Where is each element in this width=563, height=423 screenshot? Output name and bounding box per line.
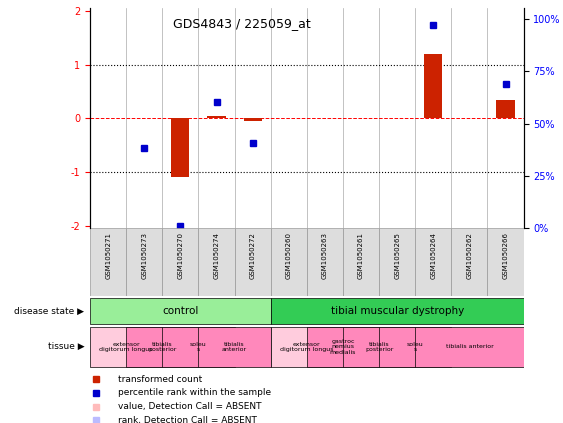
Text: gastroc
nemius
medialis: gastroc nemius medialis xyxy=(330,339,356,355)
Text: soleu
s: soleu s xyxy=(407,342,423,352)
Text: GDS4843 / 225059_at: GDS4843 / 225059_at xyxy=(173,16,311,30)
Bar xyxy=(307,327,379,367)
Text: GSM1050263: GSM1050263 xyxy=(322,232,328,279)
Text: control: control xyxy=(162,306,199,316)
Text: GSM1050260: GSM1050260 xyxy=(286,232,292,279)
Bar xyxy=(343,327,415,367)
Bar xyxy=(244,118,262,121)
Bar xyxy=(271,228,307,296)
Bar xyxy=(425,54,443,118)
Bar xyxy=(162,327,235,367)
Bar xyxy=(271,298,524,324)
Bar xyxy=(271,327,343,367)
Bar xyxy=(452,228,488,296)
Bar xyxy=(488,228,524,296)
Text: tibialis anterior: tibialis anterior xyxy=(445,344,493,349)
Bar xyxy=(497,100,515,118)
Text: extensor
digitorum longus: extensor digitorum longus xyxy=(100,342,153,352)
Text: GSM1050271: GSM1050271 xyxy=(105,232,111,279)
Text: GSM1050264: GSM1050264 xyxy=(430,232,436,279)
Bar xyxy=(208,116,226,118)
Bar xyxy=(415,228,452,296)
Bar xyxy=(90,298,271,324)
Text: GSM1050261: GSM1050261 xyxy=(358,232,364,279)
Bar xyxy=(235,228,271,296)
Bar xyxy=(343,228,379,296)
Text: soleu
s: soleu s xyxy=(190,342,207,352)
Text: tibialis
posterior: tibialis posterior xyxy=(148,342,177,352)
Text: transformed count: transformed count xyxy=(118,374,203,384)
Text: GSM1050270: GSM1050270 xyxy=(177,232,184,279)
Bar xyxy=(307,228,343,296)
Text: tibialis
anterior: tibialis anterior xyxy=(222,342,247,352)
Text: GSM1050273: GSM1050273 xyxy=(141,232,148,279)
Bar xyxy=(415,327,524,367)
Text: GSM1050265: GSM1050265 xyxy=(394,232,400,279)
Bar xyxy=(198,228,235,296)
Text: GSM1050272: GSM1050272 xyxy=(249,232,256,279)
Text: extensor
digitorum longus: extensor digitorum longus xyxy=(280,342,334,352)
Bar xyxy=(90,228,126,296)
Text: GSM1050274: GSM1050274 xyxy=(213,232,220,279)
Bar xyxy=(379,327,452,367)
Text: value, Detection Call = ABSENT: value, Detection Call = ABSENT xyxy=(118,402,262,411)
Text: GSM1050262: GSM1050262 xyxy=(466,232,472,279)
Bar xyxy=(126,228,162,296)
Text: percentile rank within the sample: percentile rank within the sample xyxy=(118,388,271,397)
Text: rank, Detection Call = ABSENT: rank, Detection Call = ABSENT xyxy=(118,416,257,423)
Text: GSM1050266: GSM1050266 xyxy=(503,232,508,279)
Bar xyxy=(198,327,271,367)
Text: disease state ▶: disease state ▶ xyxy=(15,306,84,316)
Text: tibialis
posterior: tibialis posterior xyxy=(365,342,394,352)
Text: tibial muscular dystrophy: tibial muscular dystrophy xyxy=(330,306,464,316)
Bar xyxy=(162,228,198,296)
Bar xyxy=(379,228,415,296)
Text: tissue ▶: tissue ▶ xyxy=(48,342,84,352)
Bar xyxy=(90,327,162,367)
Bar xyxy=(171,118,189,178)
Bar xyxy=(126,327,198,367)
